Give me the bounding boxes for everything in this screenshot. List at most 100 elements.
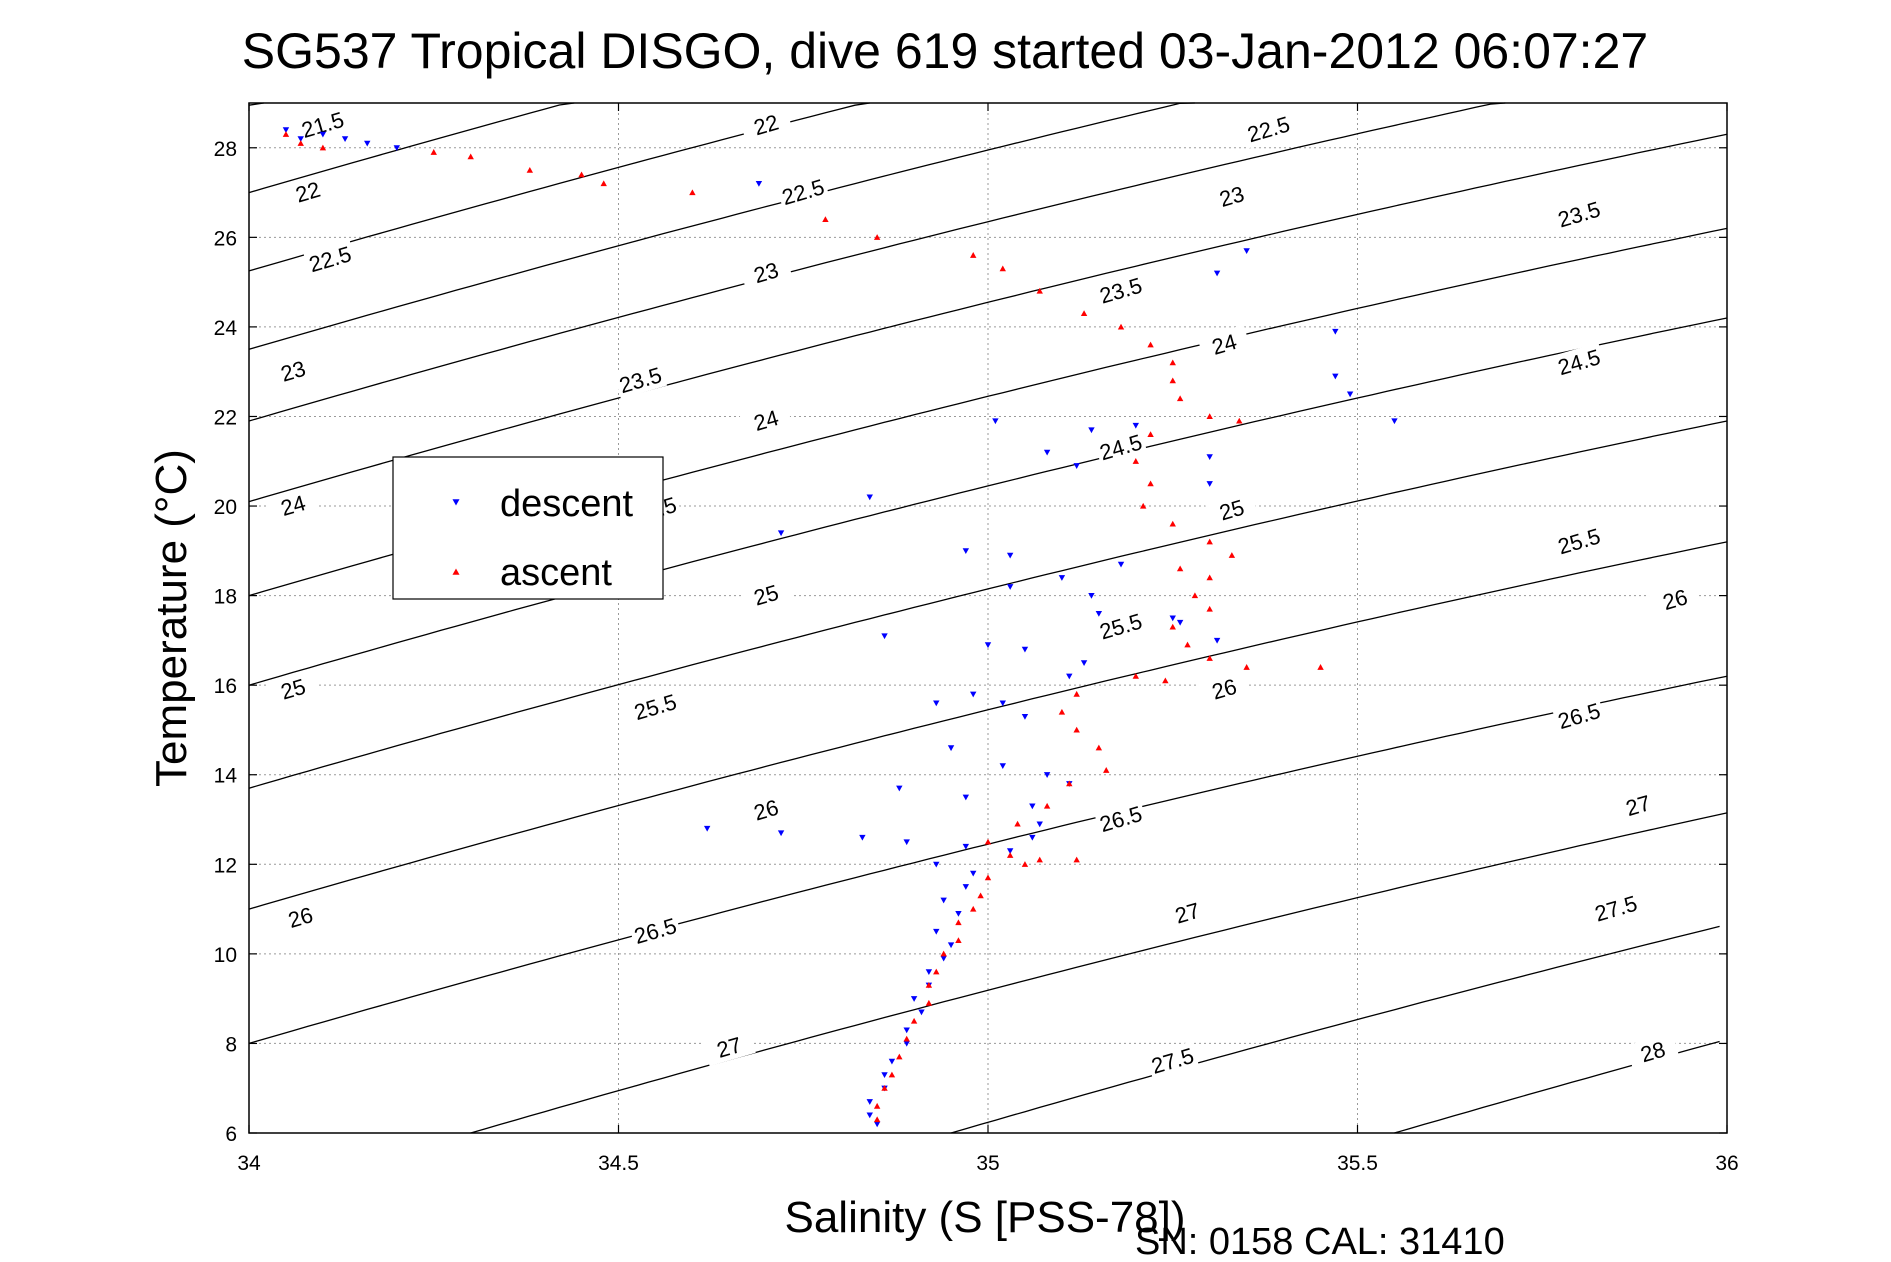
descent-point: [1346, 391, 1354, 398]
contour-label-bg: [776, 172, 830, 211]
contour-label-bg: [1589, 888, 1643, 928]
contour-label-bg: [1241, 109, 1296, 149]
contour-label-bg: [1626, 1032, 1680, 1071]
ascent-point: [955, 937, 962, 943]
legend-marker-ascent: [452, 568, 460, 575]
ascent-point: [467, 153, 474, 160]
descent-point: [1169, 615, 1176, 622]
descent-point: [903, 1027, 910, 1034]
contour-label: 26.5: [1097, 801, 1145, 837]
legend-label-ascent: ascent: [500, 552, 612, 594]
isopycnal-line: [248, 420, 1728, 789]
descent-point: [703, 825, 711, 832]
y-tick-label: 28: [214, 138, 237, 161]
y-tick-label: 20: [214, 496, 237, 519]
x-tick-label: 34.5: [598, 1152, 639, 1175]
legend-box: [392, 456, 664, 600]
contour-label-bg: [303, 239, 357, 278]
isopycnal-line: [248, 102, 575, 194]
contour-label-bg: [295, 105, 350, 144]
x-tick-label: 36: [1715, 1152, 1738, 1175]
ascent-point: [1058, 708, 1066, 715]
contour-label: 25.5: [631, 689, 679, 725]
contour-label-bg: [266, 351, 320, 390]
descent-point: [1206, 481, 1213, 487]
contour-label-bg: [1145, 1041, 1200, 1080]
ascent-point: [999, 265, 1006, 272]
descent-point: [918, 1009, 925, 1016]
descent-point: [1029, 803, 1036, 810]
isopycnal-line: [248, 102, 1506, 422]
contour-label-bg: [1552, 194, 1606, 234]
descent-point: [859, 834, 866, 841]
ascent-point: [600, 180, 607, 187]
isopycnal-line: [950, 925, 1720, 1134]
data-points: [282, 127, 1398, 1128]
ascent-point: [888, 1071, 896, 1078]
contour-label: 23.5: [1097, 273, 1145, 309]
ascent-point: [1169, 377, 1176, 384]
ascent-point: [1073, 690, 1080, 697]
contour-label: 22.5: [779, 174, 827, 210]
descent-point: [962, 794, 970, 801]
contour-label-bg: [1197, 324, 1251, 364]
ascent-point: [1176, 395, 1184, 402]
ascent-point: [1206, 574, 1213, 581]
y-tick-label: 22: [214, 406, 237, 429]
descent-point: [992, 418, 999, 425]
ascent-point: [984, 838, 992, 845]
descent-point: [393, 145, 400, 151]
contour-label-bg: [1552, 342, 1606, 381]
ascent-point: [1169, 359, 1176, 366]
descent-point: [933, 861, 940, 868]
ascent-point: [896, 1053, 903, 1060]
y-tick-label: 6: [225, 1123, 237, 1146]
contour-label-bg: [613, 360, 668, 399]
contour-label-bg: [1160, 893, 1214, 932]
descent-point: [881, 633, 888, 640]
x-tick-label: 35: [976, 1152, 999, 1175]
contour-label-bg: [1552, 696, 1606, 735]
ascent-point: [1147, 341, 1154, 348]
contour-label: 23.5: [1555, 197, 1603, 233]
isopycnal-line: [248, 541, 1728, 910]
y-tick-label: 16: [214, 675, 237, 698]
descent-point: [755, 181, 763, 187]
ascent-point: [1095, 744, 1103, 751]
descent-point: [1006, 848, 1014, 855]
descent-point: [925, 969, 933, 975]
serial-cal-note: SN: 0158 CAL: 31410: [1135, 1221, 1505, 1262]
ascent-point: [970, 905, 977, 912]
descent-point: [866, 1099, 873, 1105]
y-tick-label: 8: [225, 1033, 237, 1056]
contour-label: 23.5: [616, 362, 664, 398]
ascent-point: [1036, 287, 1043, 294]
ascent-point: [1191, 592, 1199, 599]
ascent-point: [1176, 565, 1184, 572]
x-tick-label: 34: [237, 1152, 261, 1175]
descent-point: [940, 955, 947, 962]
ascent-point: [1236, 417, 1243, 424]
contour-label-bg: [266, 669, 320, 708]
contour-label-bg: [1094, 270, 1148, 310]
y-tick-label: 26: [214, 227, 237, 250]
descent-point: [1006, 584, 1014, 590]
ascent-point: [282, 131, 290, 137]
ascent-point: [873, 1116, 881, 1123]
x-tick-label: 35.5: [1337, 1152, 1378, 1175]
descent-point: [1073, 463, 1080, 469]
y-axis-label: Temperature (°C): [147, 449, 196, 787]
ascent-point: [933, 968, 940, 975]
descent-point: [866, 494, 873, 501]
descent-point: [1332, 373, 1339, 380]
ascent-point: [1206, 538, 1213, 545]
contour-label: 26.5: [631, 913, 679, 949]
x-axis-label: Salinity (S [PSS-78]): [784, 1193, 1185, 1242]
isopycnal-line: [248, 317, 1728, 686]
ascent-point: [977, 892, 984, 899]
descent-point: [1006, 552, 1014, 559]
descent-point: [319, 131, 327, 138]
legend: descent ascent: [392, 456, 664, 600]
ascent-point: [1169, 623, 1176, 630]
descent-point: [1176, 619, 1184, 626]
